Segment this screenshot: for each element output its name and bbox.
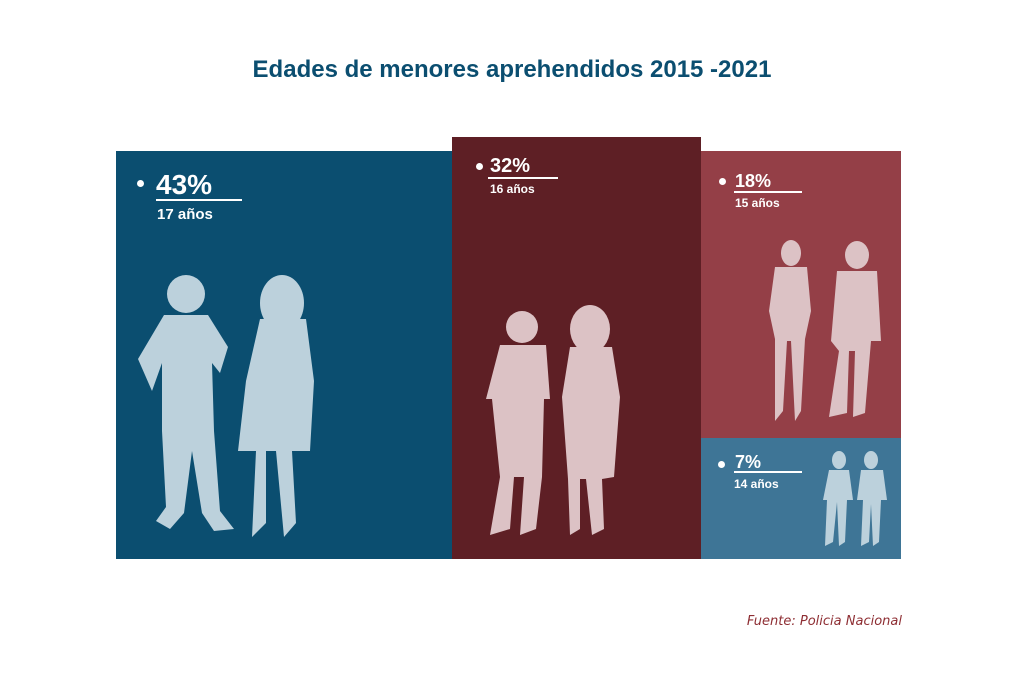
label-underline (734, 471, 802, 473)
percent-label: 18% (735, 171, 772, 191)
age-label: 17 años (157, 206, 213, 223)
silhouettes-16-years (486, 305, 620, 535)
block-14-years: 7% 14 años (701, 438, 901, 559)
percent-label: 32% (490, 155, 531, 177)
bullet-dot (476, 163, 483, 170)
chart-title: Edades de menores aprehendidos 2015 -202… (252, 56, 772, 83)
age-label: 15 años (735, 196, 780, 210)
bullet-dot (137, 180, 144, 187)
bullet-dot (719, 178, 726, 185)
bullet-dot (718, 461, 725, 468)
age-label: 16 años (490, 182, 535, 196)
label-underline (156, 199, 242, 201)
silhouettes-14-years (823, 451, 887, 546)
age-label: 14 años (734, 477, 779, 491)
block-16-years: 32% 16 años (452, 137, 701, 559)
percent-label: 43% (156, 169, 213, 200)
source-note: Fuente: Policia Nacional (746, 614, 902, 629)
block-15-years: 18% 15 años (701, 151, 901, 438)
silhouettes-17-years (138, 275, 314, 537)
label-underline (488, 177, 558, 179)
block-17-years: 43% 17 años (116, 151, 453, 559)
silhouettes-15-years (769, 240, 881, 421)
label-underline (734, 191, 802, 193)
percent-label: 7% (735, 452, 762, 472)
